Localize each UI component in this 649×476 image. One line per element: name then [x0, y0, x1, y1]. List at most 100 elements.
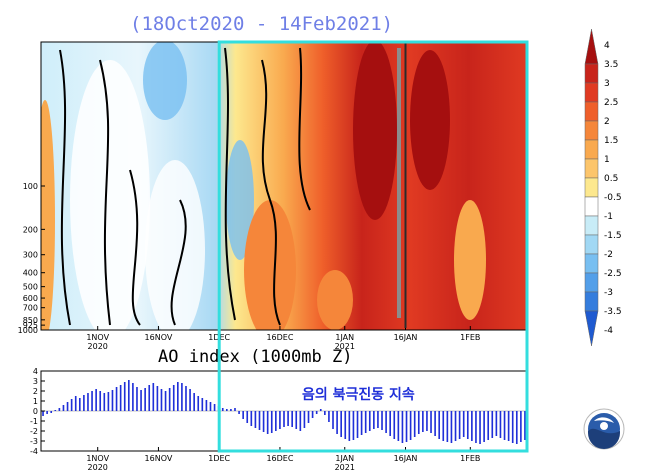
ao-bar	[458, 411, 461, 439]
heatmap-y-tick-label: 300	[23, 251, 38, 260]
ao-bar	[197, 396, 200, 411]
ao-bar	[524, 411, 526, 440]
ao-bar	[422, 411, 424, 432]
ao-bar	[62, 405, 65, 411]
ao-bar	[74, 396, 77, 411]
ao-bar	[140, 390, 142, 411]
colorbar-label: 1.5	[604, 136, 618, 146]
ao-bar	[70, 399, 73, 411]
ao-bar	[450, 411, 453, 443]
ao-bar	[83, 395, 85, 411]
neutral-patch	[145, 160, 205, 330]
ao-bar	[409, 411, 412, 440]
bar-y-tick-label: -4	[30, 447, 38, 456]
hot-core	[353, 42, 397, 220]
ao-bar	[258, 411, 261, 430]
colorbar-swatch	[584, 272, 599, 293]
ao-bar	[156, 386, 159, 411]
ao-bar	[152, 383, 155, 411]
colorbar-label: 3	[604, 79, 610, 89]
ao-bar	[242, 411, 244, 419]
bar-x-tick-year: 2020	[88, 463, 108, 472]
colorbar-label: 0.5	[604, 174, 618, 184]
colorbar-label: 2	[604, 117, 610, 127]
ao-bar	[279, 411, 281, 429]
ao-bar	[250, 411, 253, 426]
ao-bar	[438, 411, 441, 439]
ao-bar	[511, 411, 514, 443]
bar-y-tick-label: 0	[33, 407, 38, 416]
ao-bar	[168, 388, 171, 411]
heatmap-y-tick-label: 700	[23, 304, 38, 313]
ao-bar	[466, 411, 469, 439]
colorbar-top-arrow	[584, 28, 599, 65]
ao-bar	[405, 411, 408, 442]
ao-bar	[66, 402, 69, 411]
ao-bar	[336, 411, 338, 434]
ao-bar	[434, 411, 436, 436]
ao-bar	[221, 408, 224, 411]
missing-data-band	[397, 48, 401, 318]
bar-y-tick-label: -3	[30, 437, 38, 446]
ao-bar	[520, 411, 522, 442]
ao-bar	[254, 411, 257, 428]
heatmap-y-tick-label: 100	[23, 182, 38, 191]
ao-bar	[442, 411, 445, 441]
colorbar-label: 3.5	[604, 60, 618, 70]
colorbar-swatch	[584, 196, 599, 217]
ao-bar	[127, 380, 130, 411]
colorbar-swatch	[584, 291, 599, 312]
ao-bar	[348, 411, 351, 441]
ao-bar	[503, 411, 506, 440]
heatmap-y-tick-label: 1000	[18, 326, 38, 335]
bar-x-tick-label: 16JAN	[394, 454, 418, 463]
ao-bar	[136, 387, 138, 411]
ao-bar	[471, 411, 473, 441]
ao-bar	[78, 398, 81, 411]
ao-bar	[454, 411, 457, 441]
ao-bar	[160, 389, 163, 411]
ao-bar	[115, 387, 118, 411]
bar-y-tick-label: -2	[30, 427, 38, 436]
ao-bar	[164, 391, 167, 411]
colorbar-label: -1.5	[604, 231, 622, 241]
ao-bar	[319, 409, 322, 411]
ao-bar	[46, 411, 48, 414]
ao-bar	[328, 411, 330, 422]
colorbar-label: -4	[604, 326, 613, 336]
heatmap-y-tick-label: 400	[23, 269, 38, 278]
colorbar-label: 2.5	[604, 98, 618, 108]
ao-bar	[201, 398, 204, 411]
ao-bar	[381, 411, 383, 430]
ao-bar	[246, 411, 249, 423]
colorbar-bottom-arrow	[584, 310, 599, 347]
ao-bar	[495, 411, 498, 436]
ao-bar	[266, 411, 269, 434]
ao-bar	[42, 411, 44, 416]
ao-bar	[275, 411, 277, 431]
ao-bar	[87, 393, 89, 411]
ao-bar	[176, 382, 179, 411]
bar-y-tick-label: 1	[33, 397, 38, 406]
noaa-logo-icon	[583, 408, 625, 450]
ao-bar	[446, 411, 449, 442]
bar-x-tick-year: 2021	[335, 463, 355, 472]
ao-bar	[238, 411, 240, 414]
ao-bar	[123, 382, 126, 411]
heatmap-x-tick-year: 2021	[335, 342, 355, 351]
ao-bar	[430, 411, 432, 433]
ao-bar	[344, 411, 347, 439]
colorbar-swatch	[584, 234, 599, 255]
heatmap-y-tick-label: 925	[23, 321, 38, 330]
ao-bar	[234, 408, 236, 411]
ao-bar	[356, 411, 359, 438]
ao-bar	[95, 389, 97, 411]
ao-bar	[324, 411, 326, 415]
colorbar-swatch	[584, 253, 599, 274]
colorbar-swatch	[584, 177, 599, 198]
heatmap-y-tick-label: 200	[23, 225, 38, 234]
colorbar-label: -3.5	[604, 307, 622, 317]
colorbar-label: -3	[604, 288, 613, 298]
